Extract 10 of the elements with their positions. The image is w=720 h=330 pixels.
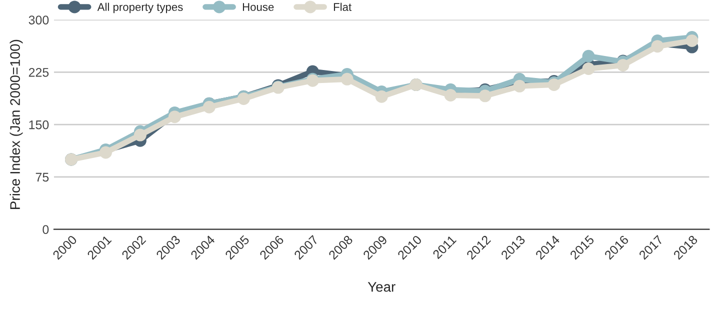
y-tick-label: 225 [28,68,49,77]
legend-label: All property types [97,2,183,14]
legend-label: House [242,3,274,11]
y-tick-label: 75 [36,172,49,182]
y-tick-label: 300 [28,16,49,24]
x-axis-title: Year [368,282,396,292]
legend-label: Flat [334,2,352,11]
y-axis-title: Price Index (Jan 2000=100) [10,40,23,209]
y-tick-label: 0 [42,225,49,234]
y-tick-label: 150 [29,120,49,130]
